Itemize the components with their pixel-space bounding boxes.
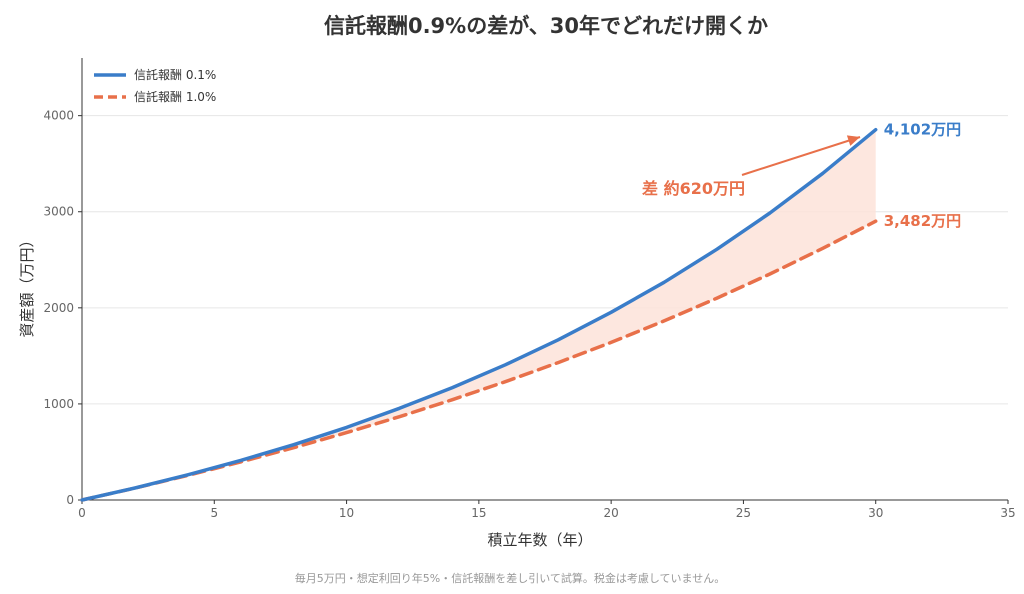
x-tick-label: 20	[604, 506, 619, 520]
x-tick-label: 25	[736, 506, 751, 520]
y-axis-label: 資産額（万円）	[18, 232, 36, 337]
legend: 信託報酬 0.1% 信託報酬 1.0%	[94, 67, 216, 104]
x-tick-label: 15	[471, 506, 486, 520]
legend-label: 信託報酬 0.1%	[134, 67, 216, 82]
difference-fill	[82, 129, 876, 500]
y-tick-label: 1000	[43, 397, 74, 411]
y-tick-label: 3000	[43, 205, 74, 219]
series-line	[80, 127, 878, 502]
legend-label: 信託報酬 1.0%	[134, 89, 216, 104]
footnote: 毎月5万円・想定利回り年5%・信託報酬を差し引いて試算。税金は考慮していません。	[295, 571, 725, 585]
x-tick-label: 35	[1000, 506, 1015, 520]
difference-label: 差 約620万円	[642, 179, 745, 198]
x-tick-label: 10	[339, 506, 354, 520]
grid	[82, 115, 1008, 405]
y-tick-label: 4000	[43, 109, 74, 123]
y-tick-label: 2000	[43, 301, 74, 315]
annotation-arrow-line	[741, 136, 861, 176]
series-end-label: 3,482万円	[884, 212, 961, 230]
y-tick-label: 0	[66, 493, 74, 507]
chart-title: 信託報酬0.9%の差が、30年でどれだけ開くか	[324, 14, 768, 38]
x-axis-label: 積立年数（年）	[487, 531, 592, 549]
series-end-label: 4,102万円	[884, 121, 961, 139]
x-ticks: 0 5 10 15 20 25 30 35	[78, 500, 1016, 520]
x-tick-label: 0	[78, 506, 86, 520]
x-tick-label: 30	[868, 506, 883, 520]
axes	[81, 58, 1008, 501]
difference-annotation: 差 約620万円	[642, 135, 861, 198]
difference-fill-area	[82, 129, 876, 500]
series-lines: 4,102万円 3,482万円	[80, 121, 961, 502]
annotation-arrow-head	[846, 135, 860, 146]
y-ticks: 0 1000 2000 3000 4000	[43, 109, 82, 507]
x-tick-label: 5	[210, 506, 218, 520]
